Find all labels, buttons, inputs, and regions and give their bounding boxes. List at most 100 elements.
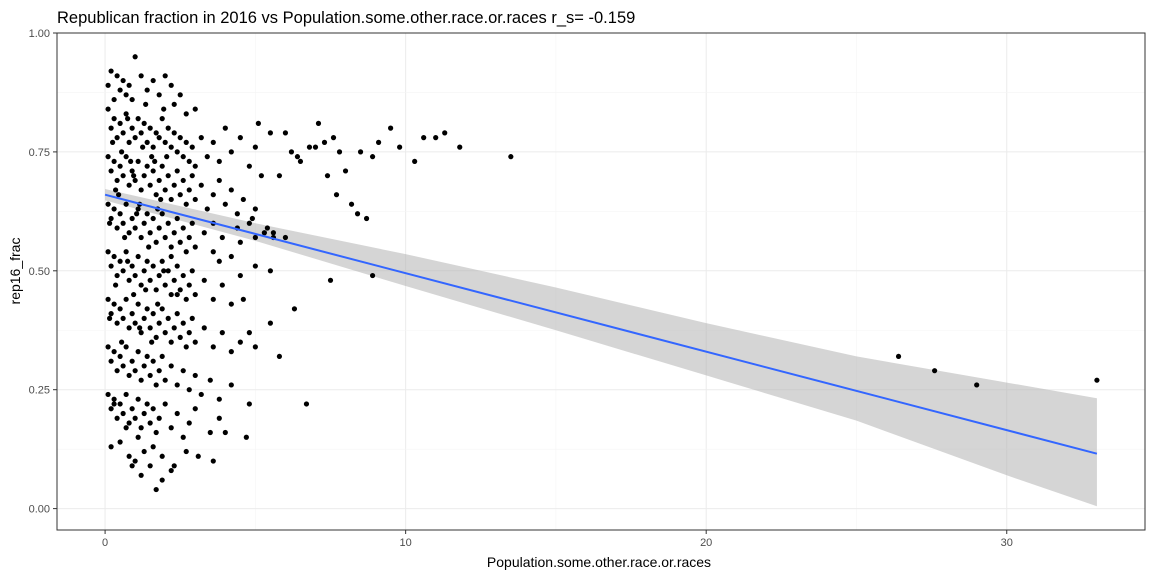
- data-point: [294, 154, 301, 160]
- data-point: [146, 244, 152, 250]
- data-point: [144, 401, 150, 407]
- data-point: [147, 277, 153, 283]
- data-point: [147, 420, 153, 426]
- fit-line-layer: [104, 193, 1098, 455]
- chart-title: Republican fraction in 2016 vs Populatio…: [57, 9, 635, 27]
- data-point: [324, 173, 331, 179]
- data-point: [156, 368, 162, 374]
- data-point: [201, 325, 207, 331]
- data-point: [161, 268, 167, 274]
- data-point: [204, 206, 210, 212]
- data-point: [165, 125, 171, 131]
- data-point: [159, 477, 165, 483]
- data-point: [267, 320, 273, 326]
- data-point: [192, 372, 198, 379]
- x-tick-label: 30: [1001, 537, 1013, 549]
- data-point: [126, 453, 132, 459]
- data-point: [228, 149, 234, 155]
- data-point: [129, 168, 135, 174]
- data-point: [129, 406, 135, 412]
- data-point: [282, 130, 289, 136]
- data-point: [147, 182, 153, 188]
- data-point: [219, 282, 225, 288]
- data-point: [114, 368, 120, 374]
- data-point: [210, 458, 216, 464]
- data-point: [421, 135, 427, 141]
- data-point: [159, 353, 165, 360]
- data-point: [138, 187, 144, 193]
- data-point: [174, 291, 180, 298]
- data-point: [321, 139, 328, 145]
- data-point: [111, 396, 117, 402]
- data-point: [192, 339, 198, 345]
- data-point: [388, 125, 394, 131]
- data-point: [270, 230, 276, 236]
- data-point: [168, 467, 174, 474]
- data-point: [135, 301, 141, 307]
- data-point: [177, 192, 183, 198]
- data-point: [126, 230, 132, 236]
- data-point: [276, 353, 283, 360]
- data-point: [140, 144, 146, 150]
- data-point: [174, 263, 180, 269]
- data-point: [129, 358, 135, 364]
- data-point: [141, 268, 147, 274]
- data-point: [158, 196, 164, 203]
- data-point: [192, 163, 198, 169]
- data-point: [106, 220, 113, 226]
- data-point: [162, 73, 168, 79]
- data-point: [162, 187, 168, 193]
- data-point: [120, 130, 126, 136]
- data-point: [117, 163, 123, 169]
- data-point: [171, 463, 177, 469]
- data-point: [132, 415, 138, 421]
- data-point: [228, 382, 234, 388]
- data-point: [132, 458, 138, 464]
- data-point: [354, 211, 361, 217]
- regression-line: [104, 193, 1098, 455]
- data-point: [138, 234, 144, 241]
- data-point: [210, 296, 216, 302]
- data-point: [126, 420, 132, 426]
- data-point: [165, 220, 171, 226]
- data-point: [180, 154, 186, 160]
- data-point: [141, 173, 147, 179]
- data-point: [168, 339, 174, 345]
- data-point: [156, 415, 162, 421]
- data-point: [141, 220, 147, 226]
- data-point: [192, 106, 198, 112]
- data-point: [132, 135, 138, 141]
- data-point: [162, 139, 168, 145]
- data-point: [119, 339, 125, 345]
- data-point: [150, 168, 156, 174]
- data-point: [147, 325, 153, 331]
- data-point: [162, 282, 168, 288]
- data-point: [171, 130, 177, 136]
- data-point: [186, 387, 192, 393]
- data-point: [159, 453, 165, 459]
- data-point: [126, 82, 132, 88]
- data-point: [442, 130, 448, 136]
- data-point: [132, 54, 138, 60]
- data-point: [149, 339, 155, 345]
- data-point: [186, 158, 192, 165]
- data-point: [156, 135, 162, 141]
- data-point: [165, 268, 171, 274]
- data-point: [237, 135, 243, 141]
- data-point: [129, 96, 135, 103]
- data-point: [120, 268, 126, 274]
- data-point: [150, 144, 156, 150]
- data-point: [111, 301, 117, 307]
- y-tick-label: 0.25: [29, 385, 50, 397]
- data-point: [108, 125, 114, 131]
- data-point: [228, 253, 234, 260]
- data-point: [457, 144, 463, 150]
- panel-border: [56, 32, 1146, 531]
- data-point: [111, 206, 117, 212]
- data-point: [152, 158, 158, 165]
- data-point: [192, 244, 198, 250]
- data-point: [117, 211, 123, 217]
- data-point: [183, 249, 189, 255]
- data-point: [210, 139, 216, 145]
- data-point: [177, 239, 183, 245]
